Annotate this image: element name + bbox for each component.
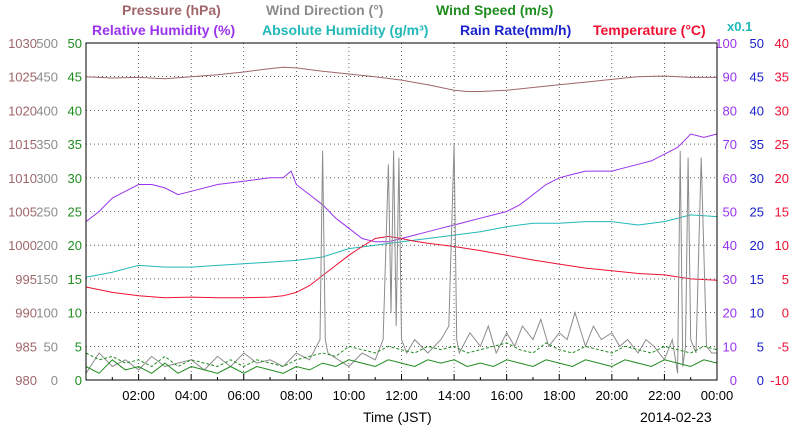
y-tick-label-wind-speed: 50 (68, 36, 82, 51)
x-tick-label: 08:00 (280, 388, 313, 403)
y-tick-label-wind-direction: 350 (36, 137, 58, 152)
y-tick-label-wind-direction: 500 (36, 36, 58, 51)
y-tick-label-wind-speed: 15 (68, 272, 82, 287)
series-line-wind-speed (85, 359, 718, 374)
y-tick-label-wind-speed: 45 (68, 70, 82, 85)
plot-frame (85, 42, 718, 381)
x-tick-label: 16:00 (490, 388, 523, 403)
grid (86, 43, 717, 380)
y-tick-label-wind-direction: 250 (36, 205, 58, 220)
y-tick-label-rain-rate: 30 (750, 171, 764, 186)
y-tick-label-humidity: 10 (723, 339, 737, 354)
series-line-temperature (85, 235, 718, 299)
x-tick-label: 22:00 (648, 388, 681, 403)
y-tick-label-pressure: 980 (15, 373, 37, 388)
x-tick-label: 12:00 (385, 388, 418, 403)
y-tick-label-pressure: 995 (15, 272, 37, 287)
x-tick-label: 10:00 (333, 388, 366, 403)
y-tick-label-wind-speed: 20 (68, 238, 82, 253)
series-line-relative-humidity (85, 133, 718, 243)
x-tick-label: 04:00 (175, 388, 208, 403)
y-tick-label-temperature: 15 (775, 205, 789, 220)
y-tick-label-rain-rate: 35 (750, 137, 764, 152)
y-tick-label-rain-rate: 50 (750, 36, 764, 51)
y-tick-label-pressure: 1000 (8, 238, 37, 253)
series-line-wind-speed-gust (85, 342, 718, 368)
legend-scale-note: x0.1 (727, 19, 752, 34)
y-tick-label-pressure: 990 (15, 306, 37, 321)
x-tick-label: 14:00 (438, 388, 471, 403)
y-tick-label-humidity: 40 (723, 238, 737, 253)
y-tick-label-temperature: 20 (775, 171, 789, 186)
y-tick-label-humidity: 80 (723, 103, 737, 118)
y-tick-label-pressure: 1015 (8, 137, 37, 152)
legend-pressure: Pressure (hPa) (122, 2, 221, 18)
y-tick-label-wind-direction: 200 (36, 238, 58, 253)
y-tick-label-rain-rate: 10 (750, 306, 764, 321)
y-tick-label-humidity: 50 (723, 205, 737, 220)
x-axis-label: Time (JST) (363, 409, 432, 425)
y-tick-label-wind-speed: 0 (75, 373, 82, 388)
y-tick-label-wind-direction: 400 (36, 103, 58, 118)
y-tick-label-temperature: -5 (777, 339, 789, 354)
series-line-pressure (85, 66, 717, 92)
y-tick-label-wind-direction: 100 (36, 306, 58, 321)
y-tick-label-pressure: 985 (15, 339, 37, 354)
legend-wind-direction: Wind Direction (°) (266, 2, 383, 18)
y-tick-label-humidity: 90 (723, 70, 737, 85)
y-tick-label-wind-direction: 50 (44, 339, 58, 354)
y-tick-label-temperature: 5 (782, 272, 789, 287)
y-tick-label-temperature: 25 (775, 137, 789, 152)
x-tick-label: 00:00 (701, 388, 734, 403)
y-tick-label-temperature: 40 (775, 36, 789, 51)
y-tick-label-wind-direction: 300 (36, 171, 58, 186)
y-tick-label-rain-rate: 45 (750, 70, 764, 85)
y-tick-label-humidity: 100 (715, 36, 737, 51)
y-tick-label-humidity: 0 (730, 373, 737, 388)
y-tick-label-wind-speed: 5 (75, 339, 82, 354)
y-tick-label-pressure: 1005 (8, 205, 37, 220)
y-tick-label-temperature: 30 (775, 103, 789, 118)
y-tick-label-humidity: 60 (723, 171, 737, 186)
y-tick-label-pressure: 1010 (8, 171, 37, 186)
y-tick-label-wind-direction: 0 (51, 373, 58, 388)
y-tick-label-pressure: 1025 (8, 70, 37, 85)
x-tick-label: 06:00 (227, 388, 260, 403)
y-tick-label-rain-rate: 15 (750, 272, 764, 287)
y-tick-label-wind-direction: 450 (36, 70, 58, 85)
y-tick-label-wind-speed: 40 (68, 103, 82, 118)
y-tick-label-rain-rate: 40 (750, 103, 764, 118)
y-tick-label-wind-speed: 35 (68, 137, 82, 152)
series-line-absolute-humidity (85, 214, 718, 278)
y-tick-label-temperature: 0 (782, 306, 789, 321)
legend-absolute-humidity: Absolute Humidity (g/m³) (262, 22, 428, 38)
date-label: 2014-02-23 (640, 409, 712, 425)
y-tick-label-pressure: 1020 (8, 103, 37, 118)
y-tick-label-wind-speed: 10 (68, 306, 82, 321)
y-tick-label-rain-rate: 5 (757, 339, 764, 354)
legend-relative-humidity: Relative Humidity (%) (92, 22, 235, 38)
series-line-wind-direction (85, 144, 717, 374)
y-tick-label-temperature: 10 (775, 238, 789, 253)
x-tick-label: 18:00 (543, 388, 576, 403)
legend-rain-rate: Rain Rate(mm/h) (460, 22, 571, 38)
x-tick-label: 02:00 (122, 388, 155, 403)
axes: 02:00 04:00 06:00 08:00 10:00 12:00 14:00 16:00… (8, 36, 789, 403)
y-tick-label-rain-rate: 25 (750, 205, 764, 220)
y-tick-label-rain-rate: 0 (757, 373, 764, 388)
y-tick-label-wind-speed: 25 (68, 205, 82, 220)
y-tick-label-humidity: 70 (723, 137, 737, 152)
y-tick-label-humidity: 20 (723, 306, 737, 321)
y-tick-label-humidity: 30 (723, 272, 737, 287)
y-tick-label-temperature: 35 (775, 70, 789, 85)
y-tick-label-temperature: -10 (770, 373, 789, 388)
legend-wind-speed: Wind Speed (m/s) (436, 2, 553, 18)
y-tick-label-wind-speed: 30 (68, 171, 82, 186)
y-tick-label-pressure: 1030 (8, 36, 37, 51)
y-tick-label-rain-rate: 20 (750, 238, 764, 253)
legend-temperature: Temperature (°C) (593, 22, 706, 38)
x-tick-label: 20:00 (596, 388, 629, 403)
y-tick-label-wind-direction: 150 (36, 272, 58, 287)
